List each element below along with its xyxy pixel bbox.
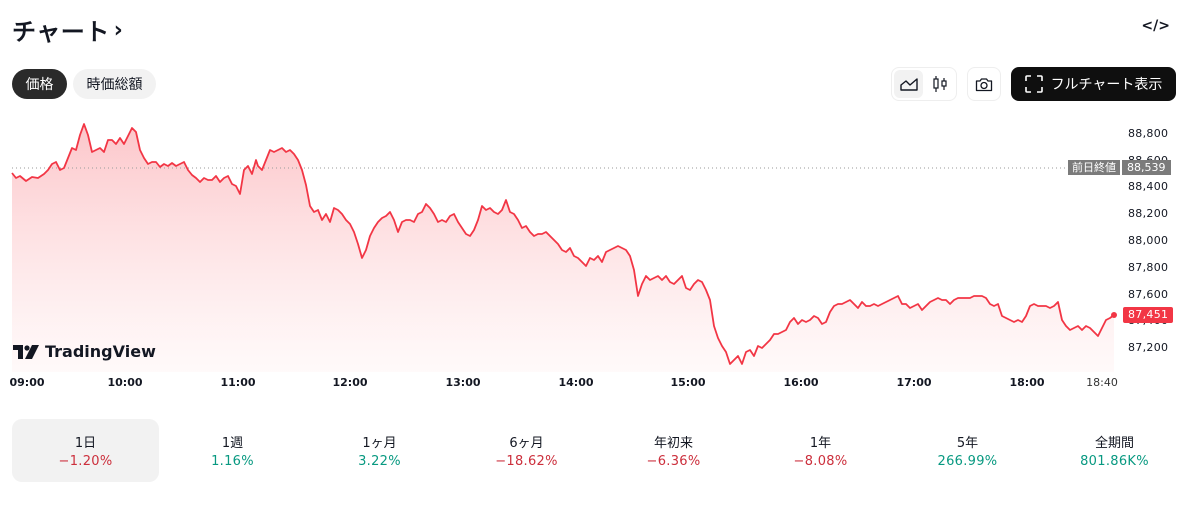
- chevron-right-icon: ›: [113, 18, 124, 43]
- camera-icon: [975, 77, 993, 91]
- y-tick: 87,200: [1128, 341, 1169, 354]
- price-line: [11, 123, 1115, 365]
- y-tick: 87,600: [1128, 288, 1169, 301]
- x-tick: 10:00: [107, 376, 143, 389]
- x-tick-current: 18:40: [1086, 376, 1118, 389]
- tab-market-cap[interactable]: 時価総額: [73, 69, 156, 99]
- period-ytd[interactable]: 年初来 −6.36%: [600, 419, 747, 482]
- period-label: 全期間: [1094, 436, 1134, 451]
- tab-price[interactable]: 価格: [12, 69, 67, 99]
- full-chart-button[interactable]: フルチャート表示: [1011, 67, 1176, 101]
- period-performance-bar: 1日 −1.20% 1週 1.16% 1ヶ月 3.22% 6ヶ月 −18.62%…: [12, 419, 1188, 482]
- period-change: −18.62%: [495, 454, 558, 469]
- x-tick: 11:00: [220, 376, 256, 389]
- previous-close-label: 前日終値: [1068, 160, 1120, 175]
- x-tick: 16:00: [783, 376, 819, 389]
- x-tick: 17:00: [896, 376, 932, 389]
- period-1d[interactable]: 1日 −1.20%: [12, 419, 159, 482]
- period-change: 266.99%: [937, 454, 998, 469]
- period-change: −1.20%: [58, 454, 113, 469]
- chart-type-toggle: [891, 67, 957, 101]
- period-label: 年初来: [653, 436, 693, 451]
- full-chart-label: フルチャート表示: [1050, 77, 1163, 93]
- period-label: 6ヶ月: [509, 436, 544, 451]
- tradingview-wordmark: TradingView: [45, 342, 156, 361]
- period-6m[interactable]: 6ヶ月 −18.62%: [453, 419, 600, 482]
- y-tick: 88,400: [1128, 180, 1169, 193]
- x-tick: 14:00: [558, 376, 594, 389]
- x-tick: 13:00: [445, 376, 481, 389]
- y-tick: 88,200: [1128, 207, 1169, 220]
- tradingview-logo[interactable]: TradingView: [13, 342, 156, 361]
- period-1y[interactable]: 1年 −8.08%: [747, 419, 894, 482]
- period-change: −8.08%: [793, 454, 848, 469]
- tradingview-icon: [13, 344, 39, 359]
- y-tick: 87,800: [1128, 261, 1169, 274]
- period-label: 1日: [74, 436, 97, 451]
- previous-close-tag: 前日終値 88,539: [1068, 160, 1171, 175]
- embed-code-button[interactable]: </>: [1141, 18, 1170, 34]
- area-chart-button[interactable]: [894, 70, 923, 98]
- chart-title-link[interactable]: チャート ›: [12, 12, 123, 47]
- previous-close-value: 88,539: [1122, 160, 1171, 175]
- area-chart-plot: [11, 123, 1120, 372]
- period-label: 1年: [809, 436, 832, 451]
- fullscreen-icon: [1024, 75, 1043, 93]
- y-tick: 88,800: [1128, 127, 1169, 140]
- page-title: チャート: [12, 18, 110, 46]
- period-1m[interactable]: 1ヶ月 3.22%: [306, 419, 453, 482]
- candlestick-chart-button[interactable]: [925, 70, 954, 98]
- snapshot-button[interactable]: [967, 67, 1001, 101]
- period-change: 801.86K%: [1080, 454, 1149, 469]
- x-tick: 12:00: [332, 376, 368, 389]
- price-chart[interactable]: 88,800 88,600 88,400 88,200 88,000 87,80…: [0, 110, 1200, 400]
- period-change: 1.16%: [211, 454, 254, 469]
- period-5y[interactable]: 5年 266.99%: [894, 419, 1041, 482]
- last-price-dot: [1111, 312, 1117, 318]
- tab-price-label: 価格: [25, 77, 54, 93]
- price-area-fill: [12, 124, 1114, 372]
- period-label: 5年: [956, 436, 979, 451]
- last-price-tag: 87,451: [1123, 307, 1174, 323]
- tab-market-cap-label: 時価総額: [86, 77, 143, 93]
- x-tick: 15:00: [670, 376, 706, 389]
- code-icon: </>: [1141, 18, 1170, 34]
- period-label: 1ヶ月: [362, 436, 397, 451]
- period-change: −6.36%: [646, 454, 701, 469]
- candlestick-icon: [932, 76, 947, 92]
- period-label: 1週: [221, 436, 244, 451]
- period-all[interactable]: 全期間 801.86K%: [1041, 419, 1188, 482]
- period-change: 3.22%: [358, 454, 401, 469]
- y-tick: 88,000: [1128, 234, 1169, 247]
- x-tick: 18:00: [1009, 376, 1045, 389]
- period-1w[interactable]: 1週 1.16%: [159, 419, 306, 482]
- area-chart-icon: [899, 78, 918, 91]
- x-tick: 09:00: [9, 376, 45, 389]
